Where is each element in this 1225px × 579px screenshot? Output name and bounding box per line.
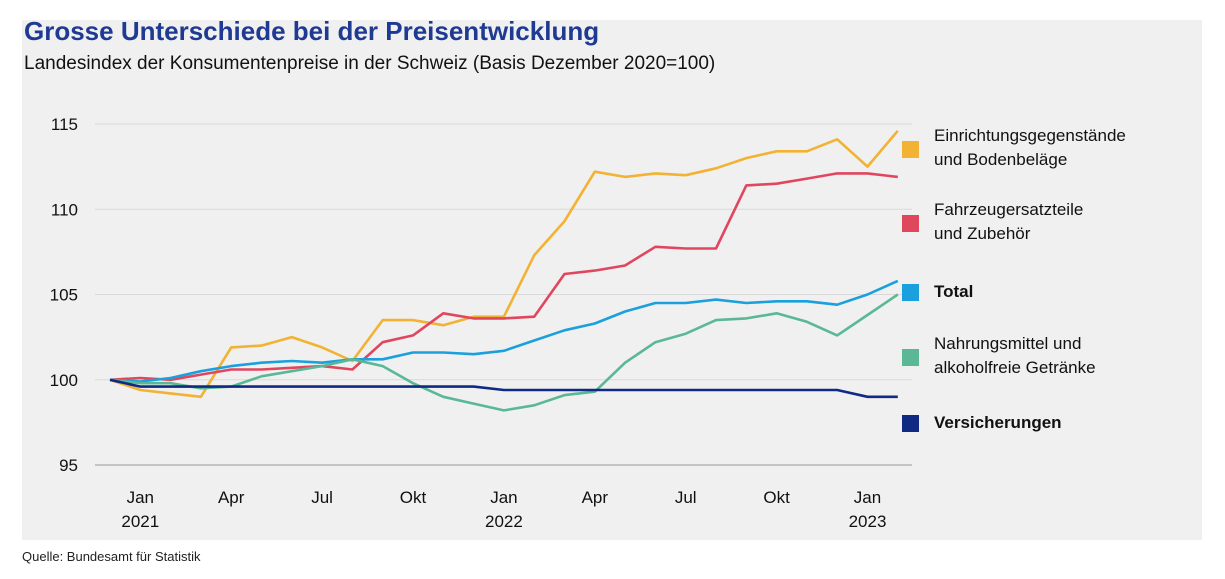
y-tick-label: 100 (50, 371, 78, 390)
legend-label-line: alkoholfreie Getränke (934, 358, 1096, 377)
x-tick-label: Jul (675, 488, 697, 507)
legend-label-line: Versicherungen (934, 413, 1062, 432)
series-line (109, 129, 899, 399)
legend-label: Einrichtungsgegenstände und Bodenbeläge (934, 124, 1174, 172)
legend-swatch (902, 349, 919, 366)
legend-swatch (902, 215, 919, 232)
x-tick-label: Jan (490, 488, 517, 507)
x-tick-year-label: 2023 (849, 512, 887, 531)
legend-label: Fahrzeugersatzteile und Zubehör (934, 198, 1174, 246)
source-note: Quelle: Bundesamt für Statistik (22, 549, 201, 564)
x-tick-label: Jan (127, 488, 154, 507)
legend-label: Versicherungen (934, 411, 1174, 435)
chart-subtitle: Landesindex der Konsumentenpreise in der… (24, 53, 716, 74)
legend-swatch (902, 284, 919, 301)
series-line (109, 279, 899, 383)
y-tick-label: 110 (51, 200, 78, 219)
chart-title: Grosse Unterschiede bei der Preisentwick… (24, 16, 600, 46)
legend-label-line: Total (934, 282, 974, 301)
legend-label: Nahrungsmittel und alkoholfreie Getränke (934, 332, 1174, 380)
legend-label-line: und Zubehör (934, 224, 1031, 243)
x-tick-label: Okt (763, 488, 790, 507)
legend-swatch (902, 415, 919, 432)
x-tick-label: Jan (854, 488, 881, 507)
chart-panel (22, 20, 1202, 540)
y-tick-label: 105 (50, 286, 78, 305)
x-tick-label: Jul (311, 488, 333, 507)
x-tick-label: Apr (582, 488, 609, 507)
x-tick-label: Apr (218, 488, 245, 507)
x-tick-year-label: 2021 (121, 512, 159, 531)
series-line (109, 172, 898, 382)
x-tick-label: Okt (400, 488, 427, 507)
series-line (109, 378, 898, 399)
legend-label-line: Fahrzeugersatzteile (934, 200, 1084, 219)
legend-label-line: und Bodenbeläge (934, 150, 1068, 169)
legend-label-line: Nahrungsmittel und (934, 334, 1082, 353)
y-tick-label: 115 (51, 115, 78, 134)
legend-swatch (902, 141, 919, 158)
y-tick-label: 95 (59, 456, 78, 475)
x-tick-year-label: 2022 (485, 512, 523, 531)
series-line (109, 293, 899, 412)
legend-label: Total (934, 280, 1174, 304)
legend-label-line: Einrichtungsgegenstände (934, 126, 1126, 145)
